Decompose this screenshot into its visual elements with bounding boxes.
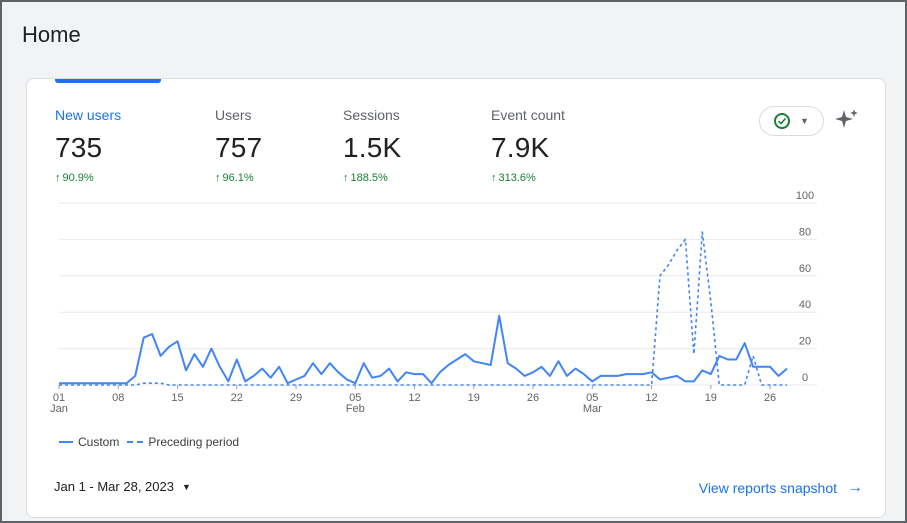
legend-swatch-solid — [59, 441, 73, 443]
arrow-up-icon: ↑ — [215, 172, 221, 184]
metric-label: New users — [55, 107, 122, 123]
x-tick-label: 19 — [468, 392, 480, 404]
y-tick-label: 40 — [799, 299, 811, 311]
metric-tab-users[interactable]: Users 757 ↑ 96.1% — [215, 107, 262, 184]
x-tick-label: 22 — [231, 392, 243, 404]
caret-down-icon: ▼ — [181, 481, 191, 492]
x-tick-label: 01 — [53, 392, 65, 404]
metric-value: 735 — [55, 132, 103, 163]
y-tick-label: 20 — [799, 336, 811, 348]
metric-value: 757 — [215, 132, 263, 163]
x-tick-label: 08 — [112, 392, 124, 404]
x-tick-label: 26 — [527, 392, 539, 404]
y-tick-label: 100 — [796, 190, 814, 202]
y-tick-label: 60 — [799, 263, 811, 275]
series-line-preceding — [59, 231, 787, 386]
x-tick-label: 19 — [705, 392, 717, 404]
caret-down-icon: ▼ — [800, 116, 809, 126]
date-range-picker[interactable]: Jan 1 - Mar 28, 2023 ▼ — [54, 479, 191, 494]
metric-change: ↑ 188.5% — [343, 172, 388, 184]
legend-custom: Custom — [78, 435, 120, 449]
y-tick-label: 0 — [802, 372, 808, 384]
metric-change: ↑ 96.1% — [215, 172, 254, 184]
metric-change: ↑ 313.6% — [491, 172, 536, 184]
x-tick-label: 12 — [645, 392, 657, 404]
x-tick-label: 12 — [408, 392, 420, 404]
arrow-up-icon: ↑ — [491, 172, 497, 184]
metric-value: 7.9K — [491, 132, 550, 163]
arrow-up-icon: ↑ — [343, 172, 349, 184]
overview-card: New users 735 ↑ 90.9% Users 757 ↑ 96.1% Se… — [26, 78, 886, 518]
metric-tab-new-users[interactable]: New users 735 ↑ 90.9% — [55, 107, 121, 184]
metric-label: Event count — [491, 107, 565, 123]
x-tick-label: 05 — [586, 392, 598, 404]
x-tick-label: 26 — [764, 392, 776, 404]
sparkle-icon[interactable] — [835, 107, 859, 131]
active-tab-indicator — [55, 79, 161, 83]
x-tick-label: 15 — [171, 392, 183, 404]
compare-dropdown-button[interactable]: ▼ — [759, 106, 824, 136]
y-tick-label: 80 — [799, 226, 811, 238]
date-range-label: Jan 1 - Mar 28, 2023 — [54, 479, 174, 494]
series-line-custom — [59, 314, 788, 385]
metric-label: Users — [215, 107, 252, 123]
legend-preceding: Preceding period — [148, 435, 240, 449]
chart-legend: Custom Preceding period — [59, 435, 239, 449]
metric-tab-sessions[interactable]: Sessions 1.5K ↑ 188.5% — [343, 107, 401, 184]
legend-swatch-dashed — [127, 441, 144, 443]
metric-value: 1.5K — [343, 132, 402, 163]
view-reports-label: View reports snapshot — [698, 480, 837, 496]
x-tick-month-label: Feb — [346, 403, 365, 415]
arrow-right-icon: → — [847, 479, 863, 496]
x-tick-label: 05 — [349, 392, 361, 404]
page-title: Home — [22, 22, 81, 47]
x-tick-month-label: Mar — [583, 403, 602, 415]
check-circle-icon — [774, 113, 791, 129]
x-tick-label: 29 — [290, 392, 302, 404]
metric-change: ↑ 90.9% — [55, 172, 94, 184]
view-reports-snapshot-link[interactable]: View reports snapshot → — [699, 479, 863, 497]
x-tick-month-label: Jan — [50, 403, 68, 415]
arrow-up-icon: ↑ — [55, 172, 61, 184]
metric-tab-event-count[interactable]: Event count 7.9K ↑ 313.6% — [491, 107, 565, 184]
metric-label: Sessions — [343, 107, 400, 123]
